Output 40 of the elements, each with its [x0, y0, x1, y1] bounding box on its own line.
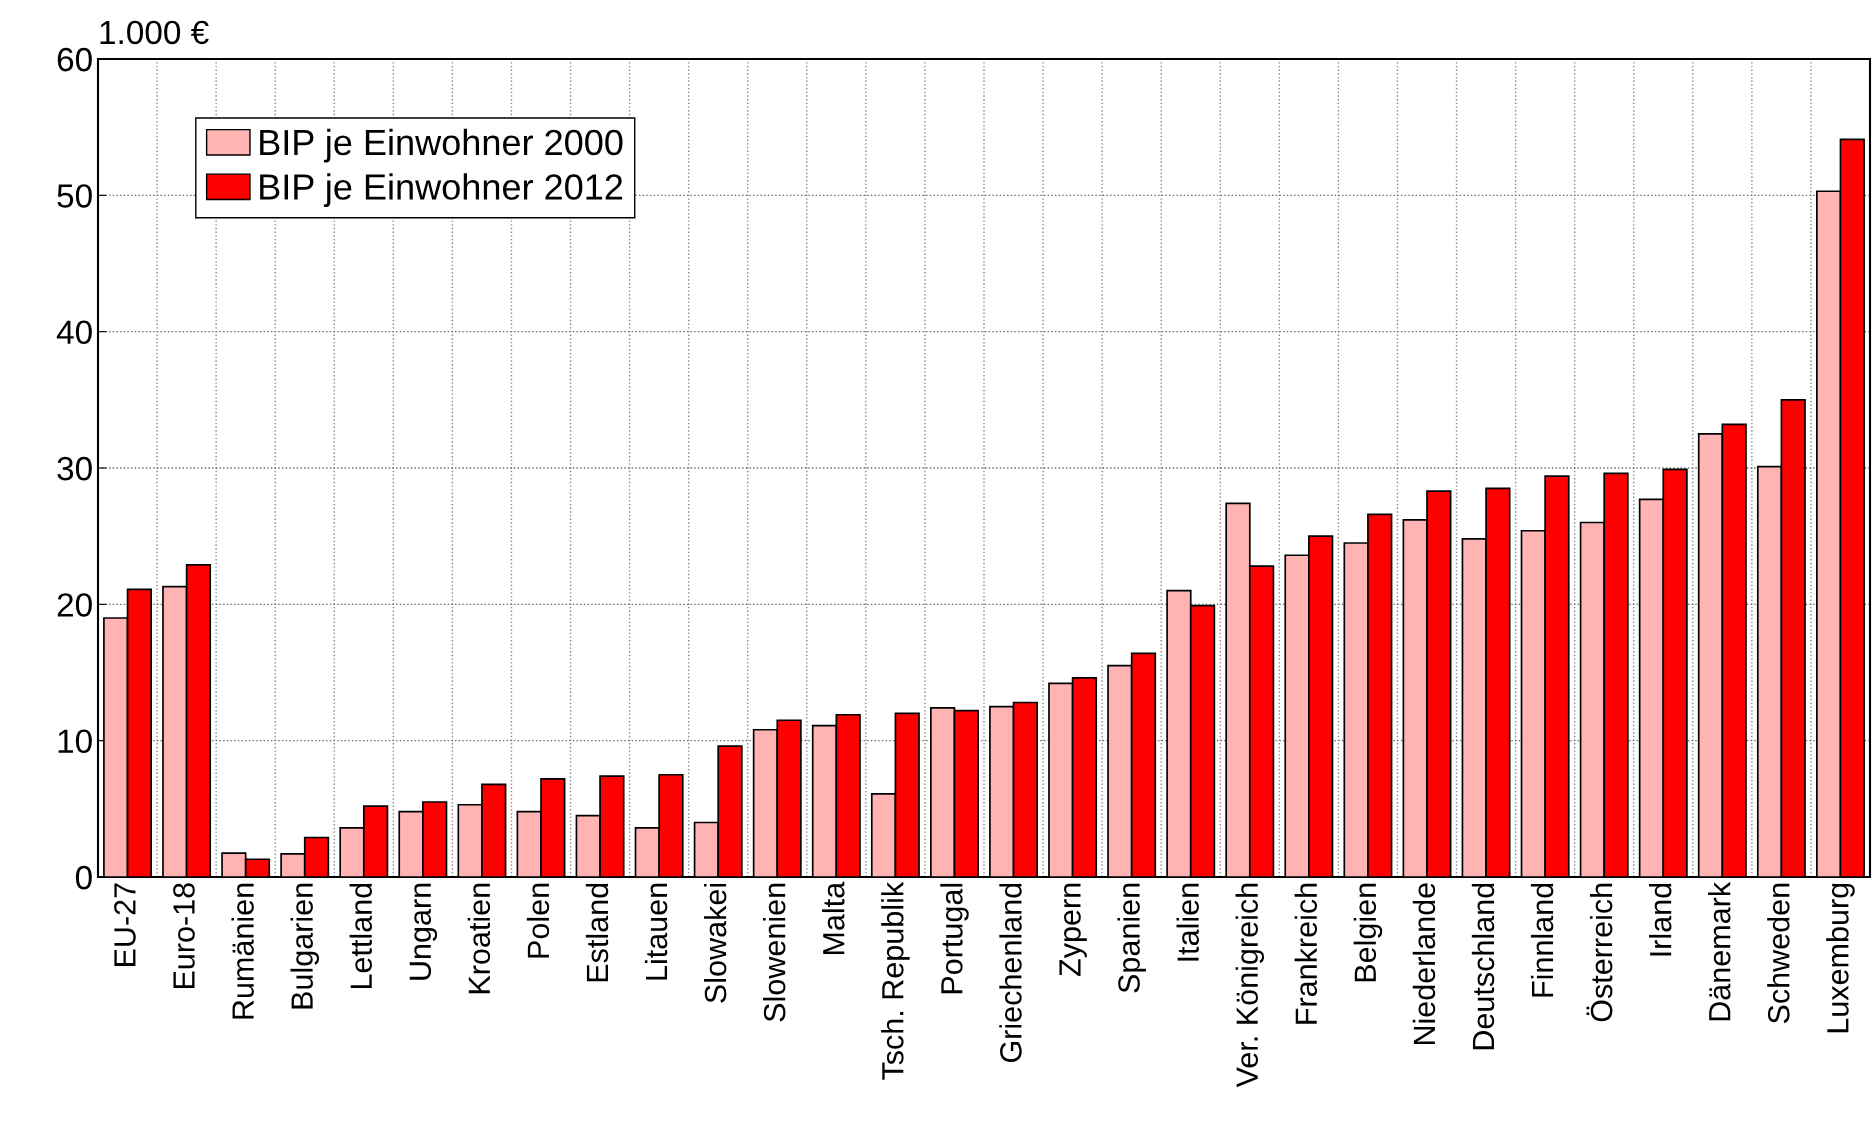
- x-tick-label: Belgien: [1353, 883, 1383, 982]
- x-tick-label: Slowakei: [703, 883, 727, 1003]
- x-tick-label: Kroatien: [467, 883, 491, 994]
- x-tick-label: Niederlande: [1412, 883, 1436, 1045]
- x-tick-label: Ungarn: [409, 883, 438, 980]
- legend-label: BIP je Einwohner 2012: [260, 173, 623, 207]
- x-tick-label: Frankreich: [1294, 883, 1318, 1024]
- y-tick-label: 50: [57, 184, 92, 208]
- y-axis-title: 1.000 €: [100, 20, 209, 45]
- x-tick-label: Dänemark: [1708, 881, 1731, 1021]
- x-tick-label: Luxemburg: [1826, 883, 1855, 1033]
- x-tick-label: Ver. Königreich: [1235, 883, 1265, 1088]
- x-tick-label: Malta: [822, 881, 845, 955]
- y-tick-label: 20: [57, 593, 92, 617]
- y-tick-label: 30: [57, 456, 92, 481]
- legend-label: BIP je Einwohner 2000: [260, 128, 623, 163]
- x-tick-label: Rumänien: [231, 883, 254, 1019]
- x-tick-label: Portugal: [940, 883, 969, 994]
- x-tick-label: Tsch. Republik: [881, 881, 910, 1080]
- y-tick-label: 40: [56, 320, 92, 345]
- x-tick-label: Estland: [585, 883, 609, 982]
- x-tick-label: Litauen: [644, 883, 668, 980]
- x-tick-label: Irland: [1649, 883, 1672, 956]
- x-tick-label: Lettland: [349, 883, 372, 989]
- x-tick-label: Spanien: [1117, 883, 1146, 993]
- x-tick-label: Finnland: [1530, 883, 1554, 997]
- x-tick-label: Schweden: [1767, 883, 1790, 1024]
- x-tick-label: Deutschland: [1471, 883, 1495, 1050]
- x-tick-label: Euro-18: [173, 883, 195, 989]
- x-tick-label: Polen: [526, 883, 550, 958]
- x-tick-label: Bulgarien: [290, 883, 319, 1009]
- y-tick-label: 60: [57, 47, 92, 72]
- x-tick-label: Slowenien: [763, 883, 786, 1022]
- y-tick-label: 0: [75, 865, 92, 890]
- x-tick-label: Zypern: [1059, 883, 1087, 976]
- x-tick-label: Griechenland: [999, 883, 1022, 1063]
- y-tick-label: 10: [58, 729, 92, 754]
- x-tick-label: EU-27: [114, 883, 136, 966]
- x-tick-label: Italien: [1176, 883, 1199, 961]
- x-tick-label: Österreich: [1586, 883, 1613, 1022]
